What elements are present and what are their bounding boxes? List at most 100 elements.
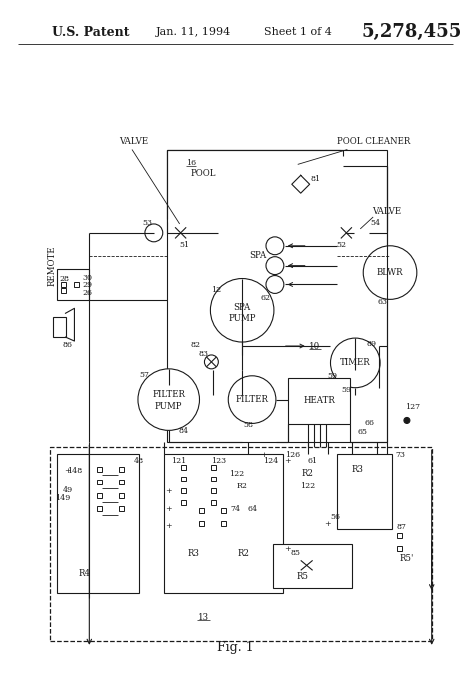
Text: 5,278,455: 5,278,455 [362,24,462,41]
Text: 148: 148 [67,467,82,475]
Text: 82: 82 [191,341,201,349]
Circle shape [145,224,163,242]
Text: R5': R5' [400,554,414,563]
Text: 81: 81 [310,175,321,183]
Bar [337,454,392,529]
Text: R2: R2 [237,549,249,558]
Text: POOL: POOL [191,169,216,177]
Circle shape [266,276,284,294]
Text: 124: 124 [264,457,279,465]
Bar [56,454,139,593]
Text: +: + [64,467,71,475]
Text: +: + [165,487,172,495]
Circle shape [266,257,284,274]
Circle shape [210,278,274,342]
Circle shape [338,225,354,241]
Bar [97,480,102,484]
Bar [56,269,89,301]
Text: 83: 83 [199,350,209,358]
Text: 62: 62 [261,294,271,302]
Text: 59: 59 [328,372,337,380]
Text: 122: 122 [228,470,244,478]
Text: 57: 57 [139,371,149,379]
Bar [167,150,387,442]
Text: 49: 49 [63,486,73,494]
Bar [288,378,350,425]
Text: PUMP: PUMP [228,314,256,323]
Text: 85: 85 [291,549,301,557]
Bar [97,466,102,472]
Text: SPA: SPA [249,251,267,260]
Bar [273,544,352,588]
Text: Sheet 1 of 4: Sheet 1 of 4 [264,27,332,38]
Bar [211,500,216,505]
Text: POOL CLEANER: POOL CLEANER [337,137,411,146]
Polygon shape [292,175,310,193]
Circle shape [363,246,417,299]
Circle shape [330,338,380,388]
Text: REMOTE: REMOTE [47,245,56,286]
Text: R2: R2 [237,482,247,490]
Text: 65: 65 [357,428,367,436]
Text: TIMER: TIMER [340,358,371,367]
Text: +: + [284,546,291,553]
Text: 89: 89 [366,340,376,348]
Text: 56: 56 [330,513,340,521]
Text: 29: 29 [82,281,92,290]
Bar [61,282,66,287]
Text: +: + [284,457,291,465]
Text: VALVE: VALVE [119,137,148,146]
Text: U.S. Patent: U.S. Patent [52,26,129,39]
Text: 126: 126 [285,451,301,459]
Bar [74,282,79,287]
Circle shape [266,237,284,255]
Text: 52: 52 [337,241,346,248]
Text: +: + [324,520,331,528]
Text: 121: 121 [171,457,186,465]
Text: 86: 86 [63,341,73,349]
Text: PUMP: PUMP [155,402,182,411]
Bar [118,506,124,512]
Text: R5: R5 [297,572,309,580]
Circle shape [173,225,189,241]
Text: 73: 73 [395,451,405,459]
Bar [97,493,102,498]
Text: FILTER: FILTER [236,395,269,404]
Circle shape [360,224,378,242]
Text: 58: 58 [243,421,253,429]
Text: 74: 74 [230,505,240,513]
Bar [181,465,186,470]
Text: Fig. 1: Fig. 1 [217,641,254,654]
Text: 61: 61 [308,457,318,465]
Text: 122: 122 [300,482,315,490]
Bar [199,508,204,513]
Bar [181,477,186,482]
Text: +: + [165,505,172,513]
Bar [211,489,216,493]
Bar [221,521,226,526]
Text: 26: 26 [82,290,92,297]
Text: 13: 13 [198,613,209,622]
Bar [221,508,226,513]
Bar [199,521,204,526]
Text: SPA: SPA [234,303,251,312]
Text: R2: R2 [301,468,314,477]
Circle shape [138,369,200,430]
Text: R3: R3 [188,549,200,558]
Text: 127: 127 [405,402,420,411]
Text: 63: 63 [377,299,387,306]
Text: 30: 30 [82,274,92,282]
Text: BLWR: BLWR [377,268,403,277]
Circle shape [228,376,276,423]
Bar [181,489,186,493]
Bar [53,317,65,337]
Text: VALVE: VALVE [372,207,401,216]
Text: Jan. 11, 1994: Jan. 11, 1994 [156,27,231,38]
Bar [50,448,432,641]
Text: FILTER: FILTER [152,390,185,399]
Circle shape [404,418,410,423]
Bar [211,477,216,482]
Bar [167,150,340,222]
Bar [118,466,124,472]
Text: 123: 123 [211,457,226,465]
